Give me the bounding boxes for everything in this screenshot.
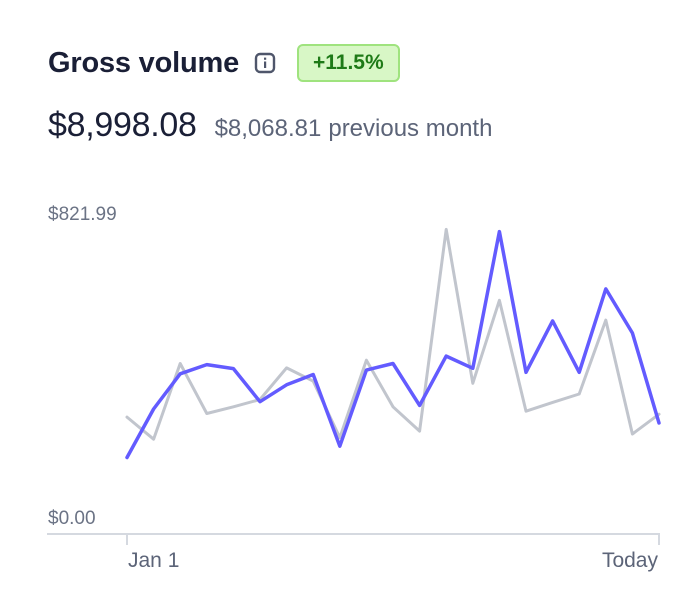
x-tick-start: Jan 1: [128, 549, 180, 572]
chart-title: Gross volume: [48, 46, 239, 79]
previous-label: previous month: [328, 115, 493, 142]
totals-row: $8,998.08 $8,068.81 previous month: [48, 106, 492, 145]
y-tick-min: $0.00: [48, 508, 96, 529]
info-icon[interactable]: [253, 51, 277, 75]
series-current-line: [125, 229, 661, 460]
series-previous-line: [125, 227, 661, 441]
x-tick-end: Today: [601, 549, 658, 572]
y-tick-max: $821.99: [48, 204, 117, 225]
current-total: $8,998.08: [48, 106, 197, 144]
change-badge: +11.5%: [297, 44, 400, 82]
previous-total: $8,068.81: [214, 115, 322, 142]
chart-header: Gross volume +11.5%: [48, 44, 400, 82]
